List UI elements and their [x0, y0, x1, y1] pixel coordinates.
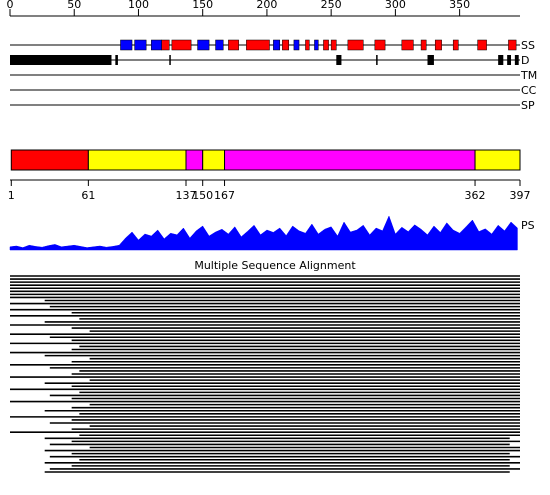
msa-title: Multiple Sequence Alignment [194, 259, 356, 272]
ruler-tick-label: 100 [128, 0, 149, 11]
domain-segment [224, 149, 476, 171]
domain-tick-label: 150 [192, 189, 213, 202]
ruler-tick-label: 150 [192, 0, 213, 11]
disorder-region [498, 55, 504, 65]
helix [477, 39, 487, 51]
disorder-region [336, 55, 342, 65]
helix [452, 39, 459, 51]
strand [273, 39, 281, 51]
domain-tick-label: 1 [8, 189, 15, 202]
strand [151, 39, 162, 51]
ruler-tick-label: 50 [67, 0, 81, 11]
helix [282, 39, 290, 51]
domain-segment [10, 149, 89, 171]
helix [374, 39, 386, 51]
track-label: CC [521, 84, 537, 97]
disorder-region [115, 55, 118, 65]
strand [197, 39, 210, 51]
ps-label: PS [521, 219, 535, 232]
helix [434, 39, 442, 51]
domain-tick-label: 167 [214, 189, 235, 202]
strand [293, 39, 300, 51]
helix [508, 39, 517, 51]
helix [323, 39, 329, 51]
domain-segment [474, 149, 521, 171]
disorder-region [507, 55, 512, 65]
disorder-region [169, 55, 171, 65]
helix [246, 39, 270, 51]
helix [171, 39, 192, 51]
domain-segment [202, 149, 226, 171]
domain-tick-label: 397 [510, 189, 531, 202]
strand [120, 39, 133, 51]
disorder-region [376, 55, 378, 65]
helix [228, 39, 239, 51]
domain-segment [87, 149, 187, 171]
helix [420, 39, 427, 51]
track-label: SP [521, 99, 535, 112]
disorder-region [10, 55, 112, 65]
domain-tick-label: 61 [81, 189, 95, 202]
helix [401, 39, 414, 51]
helix [161, 39, 170, 51]
domain-segment [185, 149, 204, 171]
track-label: TM [520, 69, 537, 82]
domain-tick-label: 362 [465, 189, 486, 202]
ruler-tick-label: 300 [385, 0, 406, 11]
strand [215, 39, 224, 51]
strand [314, 39, 319, 51]
ruler-tick-label: 200 [256, 0, 277, 11]
strand [134, 39, 147, 51]
helix [330, 39, 337, 51]
helix [305, 39, 310, 51]
disorder-region [427, 55, 434, 65]
track-label: SS [521, 39, 535, 52]
helix [347, 39, 364, 51]
domain-tick-label: 137 [175, 189, 196, 202]
ps-area [9, 215, 518, 251]
ruler-tick-label: 250 [321, 0, 342, 11]
disorder-region [514, 55, 519, 65]
track-label: D [521, 54, 529, 67]
ruler-tick-label: 350 [449, 0, 470, 11]
ruler-tick-label: 0 [7, 0, 14, 11]
